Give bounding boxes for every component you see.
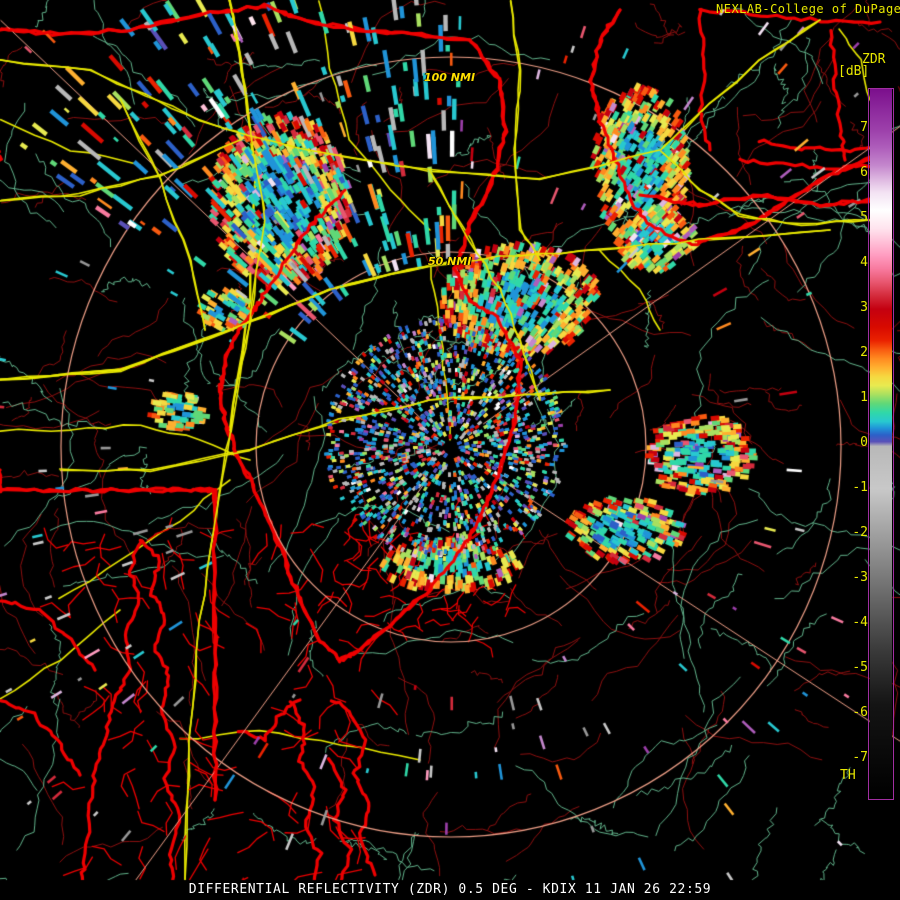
colorbar-tick-6: 6 [860,165,868,181]
colorbar-tick-neg2: -2 [852,524,868,540]
product-status-bar: DIFFERENTIAL REFLECTIVITY (ZDR) 0.5 DEG … [188,882,712,897]
colorbar-unit-label: [dB] [838,64,870,79]
colorbar-tick-neg7: -7 [852,749,868,765]
colorbar[interactable] [868,88,894,800]
colorbar-tick-0: 0 [860,435,868,450]
colorbar-tick-neg6: -6 [852,704,868,720]
colorbar-tick-neg1: -1 [852,479,868,495]
colorbar-tick-7: 7 [860,120,868,136]
colorbar-tick-1: 1 [860,390,868,406]
colorbar-tick-3: 3 [860,300,868,316]
colorbar-tick-neg5: -5 [852,659,868,675]
range-ring-label-50nmi: 50 NMI [428,255,472,268]
colorbar-gradient [870,89,892,799]
colorbar-tick-5: 5 [860,210,868,226]
colorbar-tick-neg3: -3 [852,569,868,585]
colorbar-title: ZDR [862,52,886,67]
nexlab-credit-label: NEXLAB-College of DuPage [716,2,900,16]
colorbar-tick-neg4: -4 [852,614,868,630]
colorbar-threshold-label: TH [840,768,856,783]
colorbar-tick-labels: 7 6 5 4 3 2 1 0 -1 -2 -3 -4 -5 -6 -7 [836,80,868,810]
colorbar-tick-4: 4 [860,255,868,271]
range-ring-label-100nmi: 100 NMI [424,71,476,84]
colorbar-tick-2: 2 [860,345,868,361]
